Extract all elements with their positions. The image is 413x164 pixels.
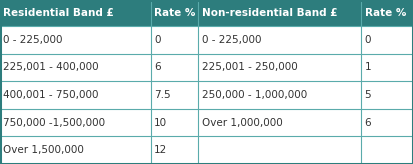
Text: 6: 6 <box>154 62 161 72</box>
Text: 0 - 225,000: 0 - 225,000 <box>202 35 261 45</box>
Text: 750,000 -1,500,000: 750,000 -1,500,000 <box>3 118 105 128</box>
Text: Residential Band £: Residential Band £ <box>3 8 114 18</box>
Text: Rate %: Rate % <box>365 8 406 18</box>
Text: 10: 10 <box>154 118 167 128</box>
Text: Rate %: Rate % <box>154 8 195 18</box>
Text: 225,001 - 250,000: 225,001 - 250,000 <box>202 62 297 72</box>
Text: 0: 0 <box>365 35 371 45</box>
Bar <box>0 81 413 109</box>
Text: 12: 12 <box>154 145 167 155</box>
Text: 250,000 - 1,000,000: 250,000 - 1,000,000 <box>202 90 307 100</box>
Text: 0: 0 <box>154 35 161 45</box>
Text: 1: 1 <box>365 62 371 72</box>
Text: Non-residential Band £: Non-residential Band £ <box>202 8 337 18</box>
Text: 400,001 - 750,000: 400,001 - 750,000 <box>3 90 99 100</box>
Bar <box>0 109 413 136</box>
Text: 0 - 225,000: 0 - 225,000 <box>3 35 63 45</box>
Text: 5: 5 <box>365 90 371 100</box>
Text: 6: 6 <box>365 118 371 128</box>
Text: Over 1,500,000: Over 1,500,000 <box>3 145 84 155</box>
Text: 7.5: 7.5 <box>154 90 171 100</box>
Text: Over 1,000,000: Over 1,000,000 <box>202 118 282 128</box>
Text: 225,001 - 400,000: 225,001 - 400,000 <box>3 62 99 72</box>
Bar <box>0 26 413 54</box>
Bar <box>0 136 413 164</box>
Bar <box>0 54 413 81</box>
Bar <box>0 0 413 26</box>
